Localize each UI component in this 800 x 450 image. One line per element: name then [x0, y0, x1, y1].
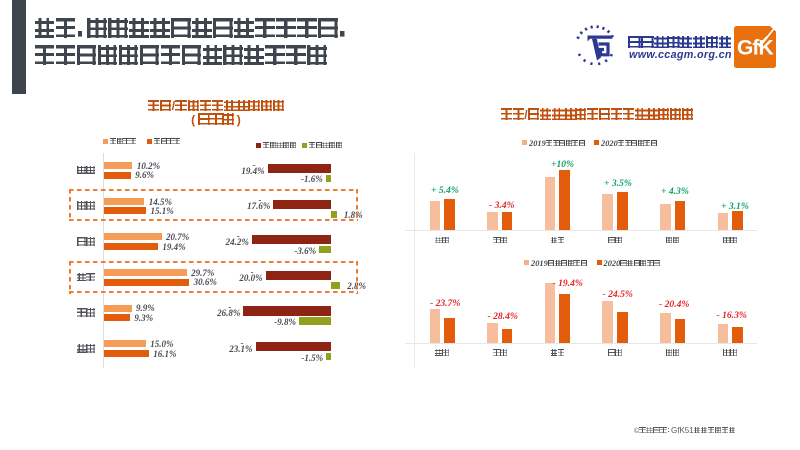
svg-text:GfK: GfK: [737, 37, 774, 60]
